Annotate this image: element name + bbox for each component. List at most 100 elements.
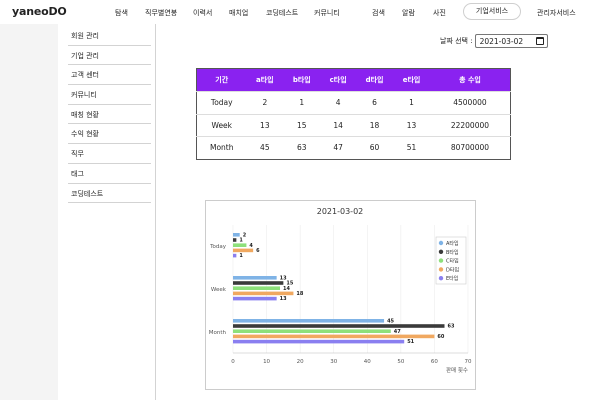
- x-tick-label: 40: [364, 359, 371, 365]
- bar-value-label: 1: [239, 253, 243, 259]
- x-tick-label: 30: [330, 359, 337, 365]
- nav-alarm[interactable]: 알람: [402, 9, 415, 17]
- table-header-a-type: a타입: [246, 68, 284, 92]
- nav-search[interactable]: 검색: [372, 9, 385, 17]
- date-filter-label: 날짜 선택 :: [440, 37, 473, 45]
- bar-value-label: 15: [286, 281, 293, 287]
- menu-item-revenue-status[interactable]: 수익 현황: [68, 124, 151, 145]
- chart-title: 2021-03-02: [317, 207, 364, 216]
- chart-bar: [233, 291, 294, 296]
- x-tick-label: 0: [231, 359, 235, 365]
- menu-item-customer-center[interactable]: 고객 센터: [68, 65, 151, 86]
- menu-item-member-management[interactable]: 회원 관리: [68, 26, 151, 46]
- sidebar-gutter: [0, 24, 58, 400]
- table-cell: 80700000: [429, 136, 511, 159]
- bar-value-label: 60: [437, 334, 444, 340]
- table-header-row: 기간 a타입 b타입 c타입 d타입 e타입 총 수입: [196, 68, 511, 92]
- table-cell: 63: [283, 136, 321, 159]
- x-axis-label: 판매 횟수: [446, 366, 468, 374]
- bar-value-label: 47: [394, 329, 401, 335]
- chart-container: 2021-03-02 0 10 20 30 40 50 60 70 판매 횟수 Today 2 1 4 6…: [205, 200, 476, 390]
- menu-item-job[interactable]: 직무: [68, 144, 151, 164]
- bar-value-label: 2: [243, 232, 247, 238]
- menu-item-community[interactable]: 커뮤니티: [68, 85, 151, 105]
- nav-resume[interactable]: 이력서: [193, 9, 213, 17]
- corp-service-button[interactable]: 기업서비스: [463, 3, 521, 20]
- table-cell: Month: [196, 136, 247, 159]
- table-header-d-type: d타입: [355, 68, 394, 92]
- chart-bar: [233, 339, 405, 344]
- legend-label: C타입: [446, 258, 459, 265]
- table-cell: 60: [355, 136, 394, 159]
- nav-explore[interactable]: 탐색: [115, 9, 128, 17]
- chart-bar: [233, 324, 445, 328]
- chart-bar: [233, 329, 391, 333]
- chart-bar: [233, 233, 240, 237]
- bar-value-label: 18: [296, 291, 303, 297]
- chart-bar: [233, 319, 385, 323]
- nav-matchup[interactable]: 매치업: [229, 9, 249, 17]
- chart-bar: [233, 243, 247, 247]
- table-header-b-type: b타입: [283, 68, 321, 92]
- bar-value-label: 6: [256, 248, 260, 254]
- menu-item-coding-test[interactable]: 코딩테스트: [68, 184, 151, 204]
- x-tick-label: 20: [297, 359, 304, 365]
- table-row: Week 13 15 14 18 13 22200000: [196, 113, 511, 137]
- bar-value-label: 1: [239, 238, 243, 244]
- table-cell: 51: [393, 136, 430, 159]
- nav-coding-test[interactable]: 코딩테스트: [266, 9, 299, 17]
- legend-label: A타입: [446, 240, 459, 247]
- x-tick-label: 50: [397, 359, 404, 365]
- table-header-e-type: e타입: [393, 68, 430, 92]
- table-cell: 47: [320, 136, 356, 159]
- bar-value-label: 14: [283, 286, 290, 292]
- logo[interactable]: yaneoDO: [12, 5, 67, 18]
- table-cell: 1: [393, 91, 430, 114]
- table-cell: 1: [283, 91, 321, 114]
- table-row: Month 45 63 47 60 51 80700000: [196, 136, 511, 159]
- table-cell: 14: [320, 113, 356, 137]
- date-input[interactable]: 2021-03-02: [474, 34, 548, 48]
- legend-label: E타입: [446, 275, 458, 282]
- table-cell: Today: [196, 91, 247, 114]
- table-cell: 4500000: [429, 91, 511, 114]
- legend-marker: [438, 258, 444, 263]
- calendar-icon[interactable]: [535, 37, 544, 45]
- x-tick-label: 60: [431, 359, 438, 365]
- date-filter: 날짜 선택 : 2021-03-02: [440, 34, 548, 48]
- y-category-label: Week: [211, 287, 227, 293]
- nav-salary-by-job[interactable]: 직무별연봉: [145, 9, 178, 17]
- bar-value-label: 63: [448, 324, 455, 330]
- table-cell: 2: [246, 91, 284, 114]
- chart-bar: [233, 238, 237, 242]
- admin-service-link[interactable]: 관리자서비스: [537, 9, 576, 17]
- x-tick-label: 10: [263, 359, 270, 365]
- chart-bar: [233, 334, 435, 339]
- table-cell: 45: [246, 136, 284, 159]
- table-cell: Week: [196, 113, 247, 137]
- table-cell: 13: [393, 113, 430, 137]
- chart-bar: [233, 296, 277, 301]
- table-header-total: 총 수입: [429, 68, 511, 92]
- chart-bar: [233, 248, 254, 253]
- table-cell: 6: [355, 91, 394, 114]
- admin-menu: 회원 관리 기업 관리 고객 센터 커뮤니티 매칭 현황 수익 현황 직무 태그…: [68, 26, 151, 204]
- menu-item-matching-status[interactable]: 매칭 현황: [68, 105, 151, 125]
- table-cell: 4: [320, 91, 356, 114]
- menu-item-company-management[interactable]: 기업 관리: [68, 46, 151, 66]
- legend-label: B타입: [446, 249, 459, 256]
- bar-value-label: 45: [387, 318, 394, 324]
- chart-bar: [233, 281, 284, 285]
- nav-community[interactable]: 커뮤니티: [314, 9, 340, 17]
- y-category-label: Today: [209, 244, 227, 250]
- legend-marker: [438, 267, 444, 272]
- table-header-c-type: c타입: [320, 68, 356, 92]
- table-cell: 13: [246, 113, 284, 137]
- menu-item-tag[interactable]: 태그: [68, 164, 151, 184]
- y-category-label: Month: [209, 330, 227, 336]
- table-header-period: 기간: [196, 68, 247, 92]
- nav-photo[interactable]: 사진: [433, 9, 446, 17]
- legend-label: D타입: [446, 266, 459, 273]
- bar-value-label: 4: [249, 243, 253, 249]
